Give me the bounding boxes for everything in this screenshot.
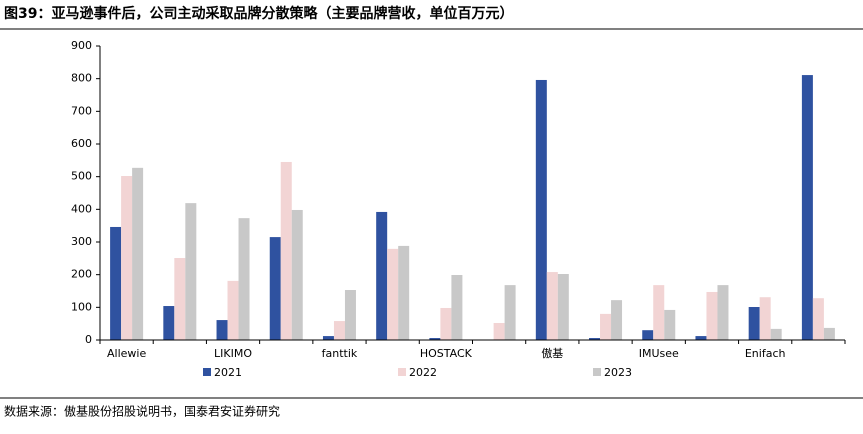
bar bbox=[717, 285, 729, 340]
y-tick-label: 800 bbox=[71, 72, 92, 85]
x-tick-label: Enifach bbox=[745, 347, 786, 360]
bar bbox=[238, 218, 250, 340]
bar bbox=[110, 226, 122, 340]
bar bbox=[269, 237, 281, 340]
bar bbox=[121, 176, 133, 340]
x-tick-label: Allewie bbox=[107, 347, 146, 360]
bar bbox=[493, 323, 505, 340]
y-tick-label: 700 bbox=[71, 104, 92, 117]
bar bbox=[706, 291, 718, 340]
bar bbox=[280, 161, 292, 340]
bar bbox=[440, 307, 452, 340]
bar bbox=[801, 75, 813, 340]
source: 数据来源：傲基股份招股说明书，国泰君安证券研究 bbox=[4, 404, 280, 419]
bar bbox=[185, 203, 197, 340]
bar bbox=[589, 338, 601, 340]
x-tick-label: 傲基 bbox=[541, 346, 563, 360]
bar bbox=[611, 300, 623, 340]
legend-label: 2021 bbox=[214, 366, 242, 379]
x-tick-label: LIKIMO bbox=[214, 347, 252, 360]
bar bbox=[451, 274, 463, 340]
bar bbox=[163, 306, 175, 340]
y-tick-label: 100 bbox=[71, 300, 92, 313]
bar bbox=[759, 297, 771, 340]
bar bbox=[344, 290, 356, 340]
y-tick-label: 400 bbox=[71, 202, 92, 215]
bar bbox=[376, 211, 388, 340]
legend-swatch bbox=[593, 368, 601, 376]
bar bbox=[333, 321, 345, 340]
bar bbox=[322, 336, 334, 340]
bar bbox=[823, 327, 835, 340]
bar bbox=[748, 307, 760, 340]
bar bbox=[227, 280, 239, 340]
x-tick-label: fanttik bbox=[322, 347, 358, 360]
chart-title: 图39：亚马逊事件后，公司主动采取品牌分散策略（主要品牌营收，单位百万元） bbox=[4, 5, 513, 22]
bar bbox=[398, 245, 410, 340]
legend-label: 2022 bbox=[409, 366, 437, 379]
bar bbox=[642, 330, 654, 340]
bar bbox=[504, 285, 516, 340]
bar bbox=[812, 298, 824, 340]
x-tick-label: HOSTACK bbox=[420, 347, 473, 360]
y-tick-label: 600 bbox=[71, 137, 92, 150]
y-tick-label: 500 bbox=[71, 170, 92, 183]
y-tick-label: 300 bbox=[71, 235, 92, 248]
y-tick-label: 200 bbox=[71, 268, 92, 281]
legend-label: 2023 bbox=[604, 366, 632, 379]
bar bbox=[770, 328, 782, 340]
bar bbox=[132, 167, 144, 340]
legend-swatch bbox=[203, 368, 211, 376]
bar bbox=[535, 79, 547, 341]
bar bbox=[546, 272, 558, 340]
bar bbox=[557, 274, 569, 340]
bar bbox=[695, 336, 707, 340]
bar bbox=[174, 258, 186, 340]
bar bbox=[429, 338, 441, 340]
bar bbox=[387, 248, 399, 340]
bar bbox=[664, 309, 676, 340]
legend-swatch bbox=[398, 368, 406, 376]
bar bbox=[600, 313, 612, 340]
x-tick-label: IMUsee bbox=[639, 347, 679, 360]
bar bbox=[291, 209, 303, 340]
y-tick-label: 0 bbox=[85, 333, 92, 346]
bar bbox=[653, 285, 665, 340]
y-tick-label: 900 bbox=[71, 39, 92, 52]
bar bbox=[216, 320, 228, 340]
